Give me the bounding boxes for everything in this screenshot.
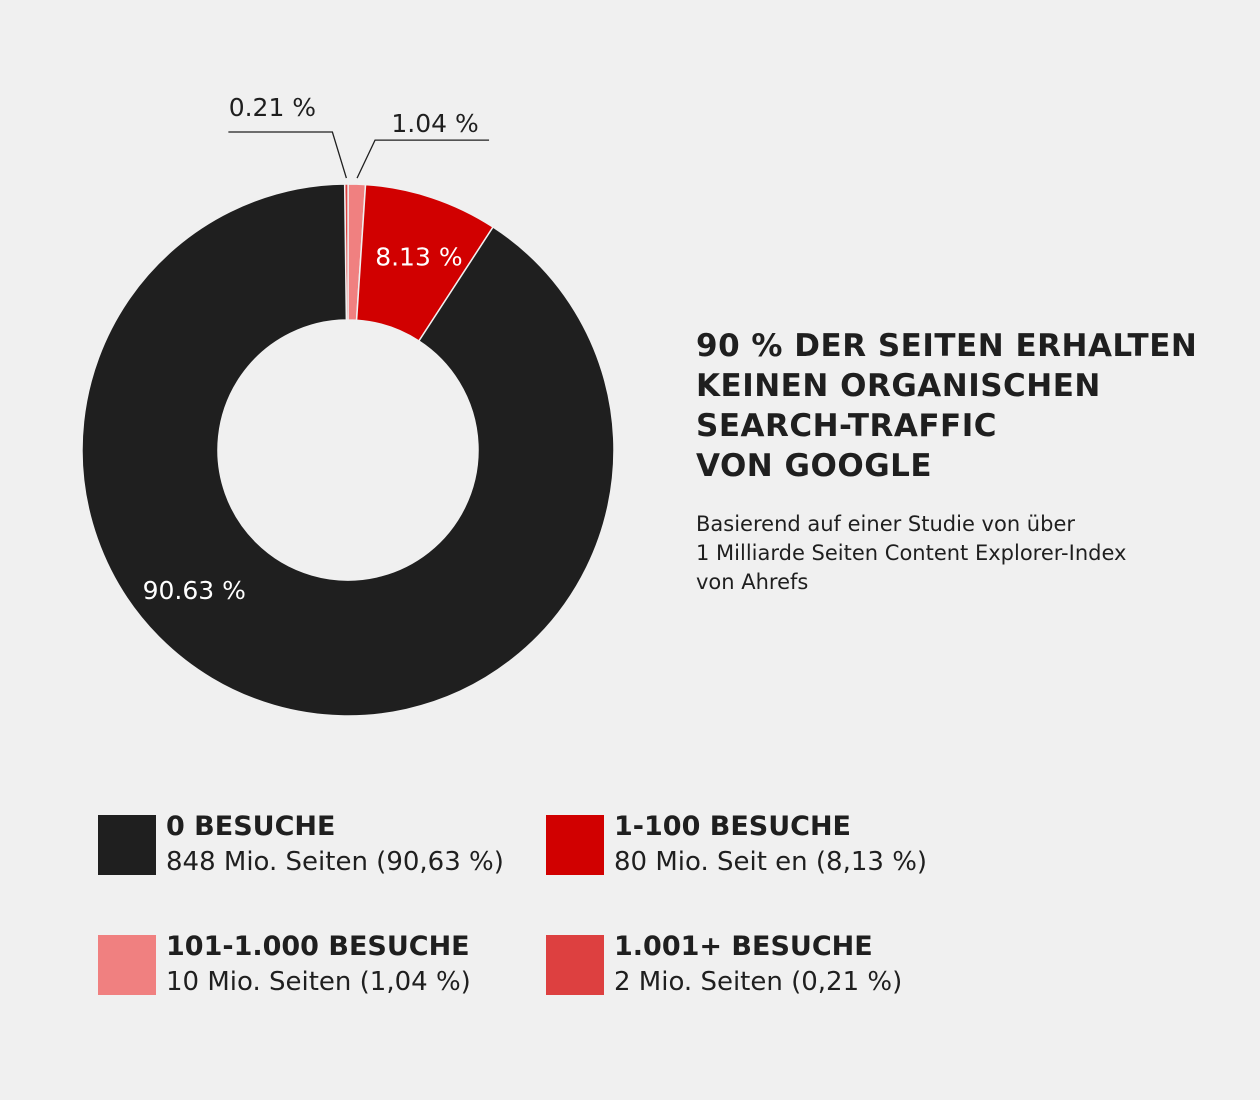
donut-chart: 0.21 % 1.04 % 8.13 % 90.63 % — [81, 93, 615, 717]
slice-label: 0.21 % — [229, 93, 316, 122]
callout-line — [356, 139, 490, 179]
legend-title: 101-1.000 BESUCHE — [166, 931, 470, 962]
subtitle-line: von Ahrefs — [696, 570, 809, 594]
legend-title: 0 BESUCHE — [166, 811, 336, 842]
legend-desc: 848 Mio. Seiten (90,63 %) — [166, 847, 504, 877]
legend-title: 1-100 BESUCHE — [614, 811, 852, 842]
slice-label: 90.63 % — [143, 576, 246, 605]
chart-subtitle: Basierend auf einer Studie von über 1 Mi… — [696, 510, 1216, 597]
legend-swatch — [98, 815, 156, 875]
legend-desc: 80 Mio. Seit en (8,13 %) — [614, 847, 928, 877]
subtitle-line: Basierend auf einer Studie von über — [696, 512, 1076, 536]
chart-heading: 90 % der Seiten erhalten keinen organisc… — [696, 326, 1236, 486]
heading-line: keinen organischen — [696, 368, 1101, 404]
heading-line: 90 % der Seiten erhalten — [696, 328, 1198, 364]
heading-line: Search-Traffic — [696, 408, 998, 444]
slice-label: 1.04 % — [391, 109, 478, 138]
slice-label: 8.13 % — [375, 243, 462, 272]
legend-swatch — [546, 815, 604, 875]
donut-slices — [81, 183, 615, 717]
slice-labels: 0.21 % 1.04 % 8.13 % 90.63 % — [143, 93, 479, 605]
legend-desc: 10 Mio. Seiten (1,04 %) — [166, 967, 471, 997]
donut-slice — [81, 183, 615, 717]
legend-swatch — [546, 935, 604, 995]
legend-desc: 2 Mio. Seiten (0,21 %) — [614, 967, 903, 997]
heading-line: von Google — [696, 448, 933, 484]
callout-lines — [228, 131, 490, 179]
callout-line — [228, 131, 347, 179]
legend-title: 1.001+ BESUCHE — [614, 931, 873, 962]
subtitle-line: 1 Milliarde Seiten Content Explorer-Inde… — [696, 541, 1127, 565]
legend-swatch — [98, 935, 156, 995]
